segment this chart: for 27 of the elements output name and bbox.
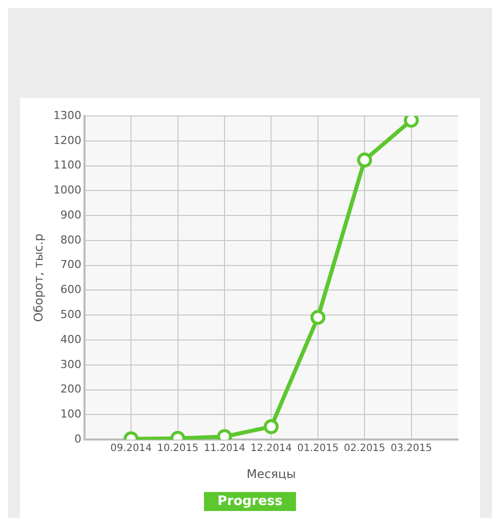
y-tick-label: 500	[60, 308, 82, 321]
y-tick-label: 100	[60, 408, 82, 421]
y-axis-title: Оборот, тыс.р	[31, 234, 46, 322]
x-axis-title: Месяцы	[246, 466, 296, 481]
x-tick-label: 01.2015	[297, 443, 339, 454]
y-tick-label: 0	[74, 432, 82, 446]
text: Progress	[204, 492, 296, 511]
x-tick-label: 09.2014	[110, 443, 152, 454]
point	[357, 152, 372, 168]
y-tick-label: 1000	[53, 184, 82, 197]
y-tick-label: 200	[60, 382, 82, 396]
y-tick-label: 600	[60, 283, 82, 296]
y-tick-label: 700	[60, 258, 82, 272]
x-tick-label: 03.2015	[390, 443, 432, 454]
x-tick-label: 10.2015	[157, 443, 198, 454]
y-tick-label: 300	[60, 358, 82, 371]
y-tick-label: 400	[60, 332, 82, 346]
y-tick-label: 1300	[53, 108, 82, 122]
y-tick-label: 1100	[53, 158, 82, 172]
y-tick-label: 900	[60, 208, 82, 222]
y-tick-label: 1200	[53, 134, 82, 147]
x-tick-label: 02.2015	[344, 443, 386, 454]
x-tick-label: 12.2014	[250, 443, 292, 454]
x-tick-label: 11.2014	[204, 443, 246, 454]
y-tick-label: 800	[60, 233, 82, 246]
point	[310, 310, 326, 325]
point	[404, 116, 419, 128]
